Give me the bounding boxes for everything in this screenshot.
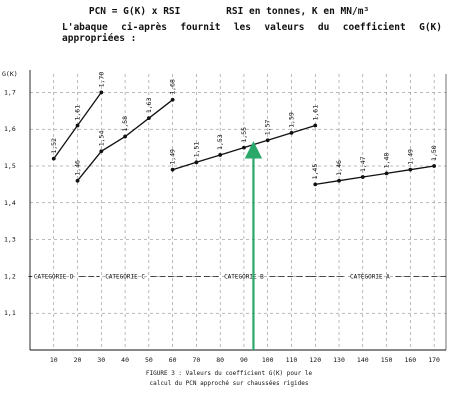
data-point [313,182,318,187]
data-point [146,116,151,121]
series-layer: 1,52 1,61 1,70 1,46 1,54 1,58 1,63 1,68 1,49 1,51… [50,72,438,187]
data-label: 1,68 [169,79,177,95]
figure-caption-line-1: FIGURE 3 : Valeurs du coefficient G(K) p… [145,370,313,377]
data-point [99,90,104,95]
categories-layer: CATEGORIE D CATEGORIE C CATEGORIE B CATEGOR… [28,274,446,281]
figure-caption-line-2: calcul du PCN approché sur chaussées rig… [149,380,309,387]
y-tick-label: 1,7 [4,88,16,96]
y-tick-label: 1,3 [4,236,16,244]
x-tick-label: 60 [169,356,177,364]
x-tick-label: 80 [216,356,224,364]
data-label: 1,45 [311,164,319,180]
data-label: 1,61 [311,105,319,121]
data-point [218,153,223,157]
data-point [432,164,437,168]
y-tick-label: 1,5 [4,162,16,170]
y-tick-label: 1,6 [4,125,16,133]
data-label: 1,48 [383,153,391,169]
category-label: CATEGORIE D [34,274,74,281]
x-tick-label: 10 [50,356,58,364]
data-label: 1,46 [74,160,82,176]
formula-line: PCN = G(K) x RSI RSI en tonnes, K en MN/… [0,6,458,17]
data-label: 1,63 [145,97,153,113]
x-tick-label: 120 [309,356,321,364]
data-label: 1,59 [287,112,295,128]
formula-text: PCN = G(K) x RSI [88,6,181,17]
data-point [384,171,389,176]
data-label: 1,51 [192,142,200,158]
x-tick-label: 70 [192,356,200,364]
data-label: 1,53 [216,134,224,150]
data-point [170,167,175,172]
intro-line-1: L'abaque ci-après fournit les valeurs du… [62,22,442,33]
data-point [170,97,175,102]
x-tick-label: 90 [240,356,248,364]
data-label: 1,54 [97,131,105,147]
units-text: RSI en tonnes, K en MN/m³ [226,6,370,17]
data-label: 1,57 [264,120,272,136]
data-point [289,130,294,135]
data-point [51,156,56,161]
data-label: 1,52 [50,138,58,154]
gk-chart: 10 20 30 40 50 60 70 80 90 100 110 120 130 140 150 160 1… [2,70,447,364]
x-tick-label: 140 [357,356,369,364]
data-label: 1,47 [359,156,367,172]
data-point [75,178,80,183]
x-tick-label: 160 [404,356,416,364]
y-axis-title: G(K) [2,70,18,78]
category-label: CATEGORIE C [105,274,145,281]
grid-layer [30,74,446,350]
data-label: 1,46 [335,160,343,176]
data-label: 1,55 [240,127,248,143]
data-point [75,123,80,128]
y-tick-label: 1,4 [4,199,16,207]
axes-layer: 10 20 30 40 50 60 70 80 90 100 110 120 130 140 150 160 1… [2,70,447,364]
data-point [265,138,270,143]
x-tick-label: 50 [145,356,153,364]
x-tick-label: 20 [74,356,82,364]
data-label: 1,70 [97,72,105,88]
data-point [313,123,318,128]
data-point [408,167,413,172]
x-tick-label: 150 [381,356,393,364]
data-label: 1,49 [169,149,177,165]
data-point [99,149,104,154]
series-line [315,165,435,186]
x-tick-label: 40 [121,356,129,364]
x-tick-label: 100 [262,356,274,364]
y-tick-label: 1,2 [4,272,16,280]
data-point [194,160,199,165]
x-tick-label: 30 [97,356,105,364]
x-tick-label: 110 [286,356,298,364]
y-tick-label: 1,1 [4,309,16,317]
category-label: CATEGORIE A [350,274,390,281]
data-label: 1,58 [121,116,129,132]
x-tick-label: 170 [428,356,440,364]
data-point [360,175,365,179]
data-label: 1,61 [74,105,82,121]
data-label: 1,50 [430,145,438,161]
category-label: CATEGORIE B [224,274,264,281]
data-label: 1,49 [406,149,414,165]
data-point [242,145,246,150]
intro-line-2: appropriées : [62,33,137,44]
x-tick-label: 130 [333,356,345,364]
data-point [337,178,341,183]
data-point [123,134,127,139]
